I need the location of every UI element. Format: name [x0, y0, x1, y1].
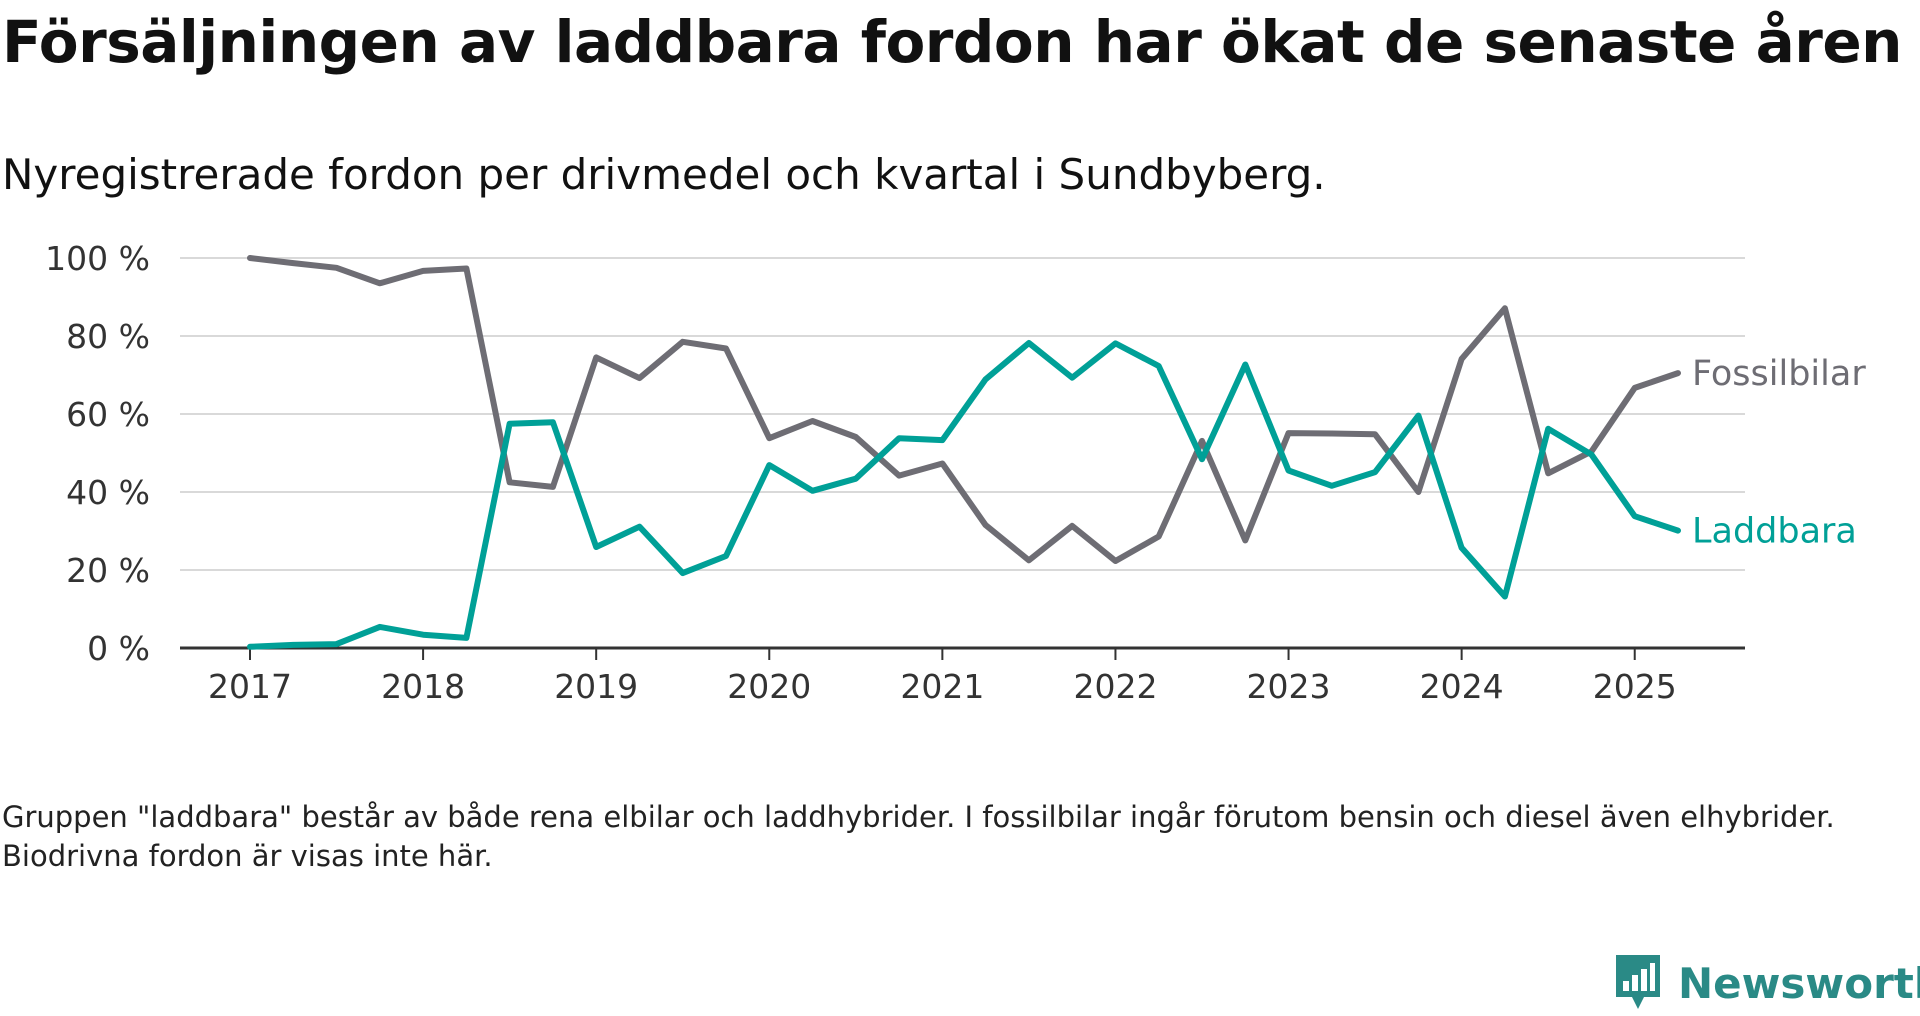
x-tick-label: 2019 — [554, 667, 638, 706]
x-tick-label: 2024 — [1420, 667, 1504, 706]
chart-title: Försäljningen av laddbara fordon har öka… — [2, 8, 1902, 76]
footnote: Gruppen "laddbara" består av både rena e… — [2, 800, 1835, 873]
y-tick-label: 60 % — [66, 395, 150, 434]
line-chart: 0 % 20 % 40 % 60 % 80 % 100 % 2017 2018 2019 202… — [45, 239, 1866, 706]
chart-subtitle: Nyregistrerade fordon per drivmedel och … — [2, 150, 1326, 199]
series-label-laddbara: Laddbara — [1692, 512, 1857, 552]
x-tick-label: 2023 — [1247, 667, 1331, 706]
bar-chart-icon — [1616, 955, 1660, 1009]
x-tick-label: 2025 — [1593, 667, 1677, 706]
series-labels: Fossilbilar Laddbara — [1692, 354, 1866, 552]
newsworthy-logo[interactable]: Newsworthy — [1612, 950, 1920, 1016]
y-tick-label: 20 % — [66, 551, 150, 590]
x-tick-label: 2022 — [1073, 667, 1157, 706]
y-tick-label: 80 % — [66, 317, 150, 356]
y-tick-label: 40 % — [66, 473, 150, 512]
series-label-fossilbilar: Fossilbilar — [1692, 354, 1866, 394]
brand-name: Newsworthy — [1678, 958, 1920, 1008]
y-axis-tick-labels: 0 % 20 % 40 % 60 % 80 % 100 % — [45, 239, 150, 668]
x-tick-label: 2021 — [900, 667, 984, 706]
x-tick-label: 2018 — [381, 667, 465, 706]
series-line-fossilbilar — [247, 255, 1681, 564]
series-lines — [247, 255, 1681, 650]
series-line-laddbara — [247, 340, 1681, 650]
y-tick-label: 100 % — [45, 239, 150, 278]
x-axis: 2017 2018 2019 2020 2021 2022 2023 2024 2025 — [180, 646, 1745, 706]
x-tick-label: 2020 — [727, 667, 811, 706]
x-tick-label: 2017 — [208, 667, 292, 706]
y-tick-label: 0 % — [87, 629, 150, 668]
